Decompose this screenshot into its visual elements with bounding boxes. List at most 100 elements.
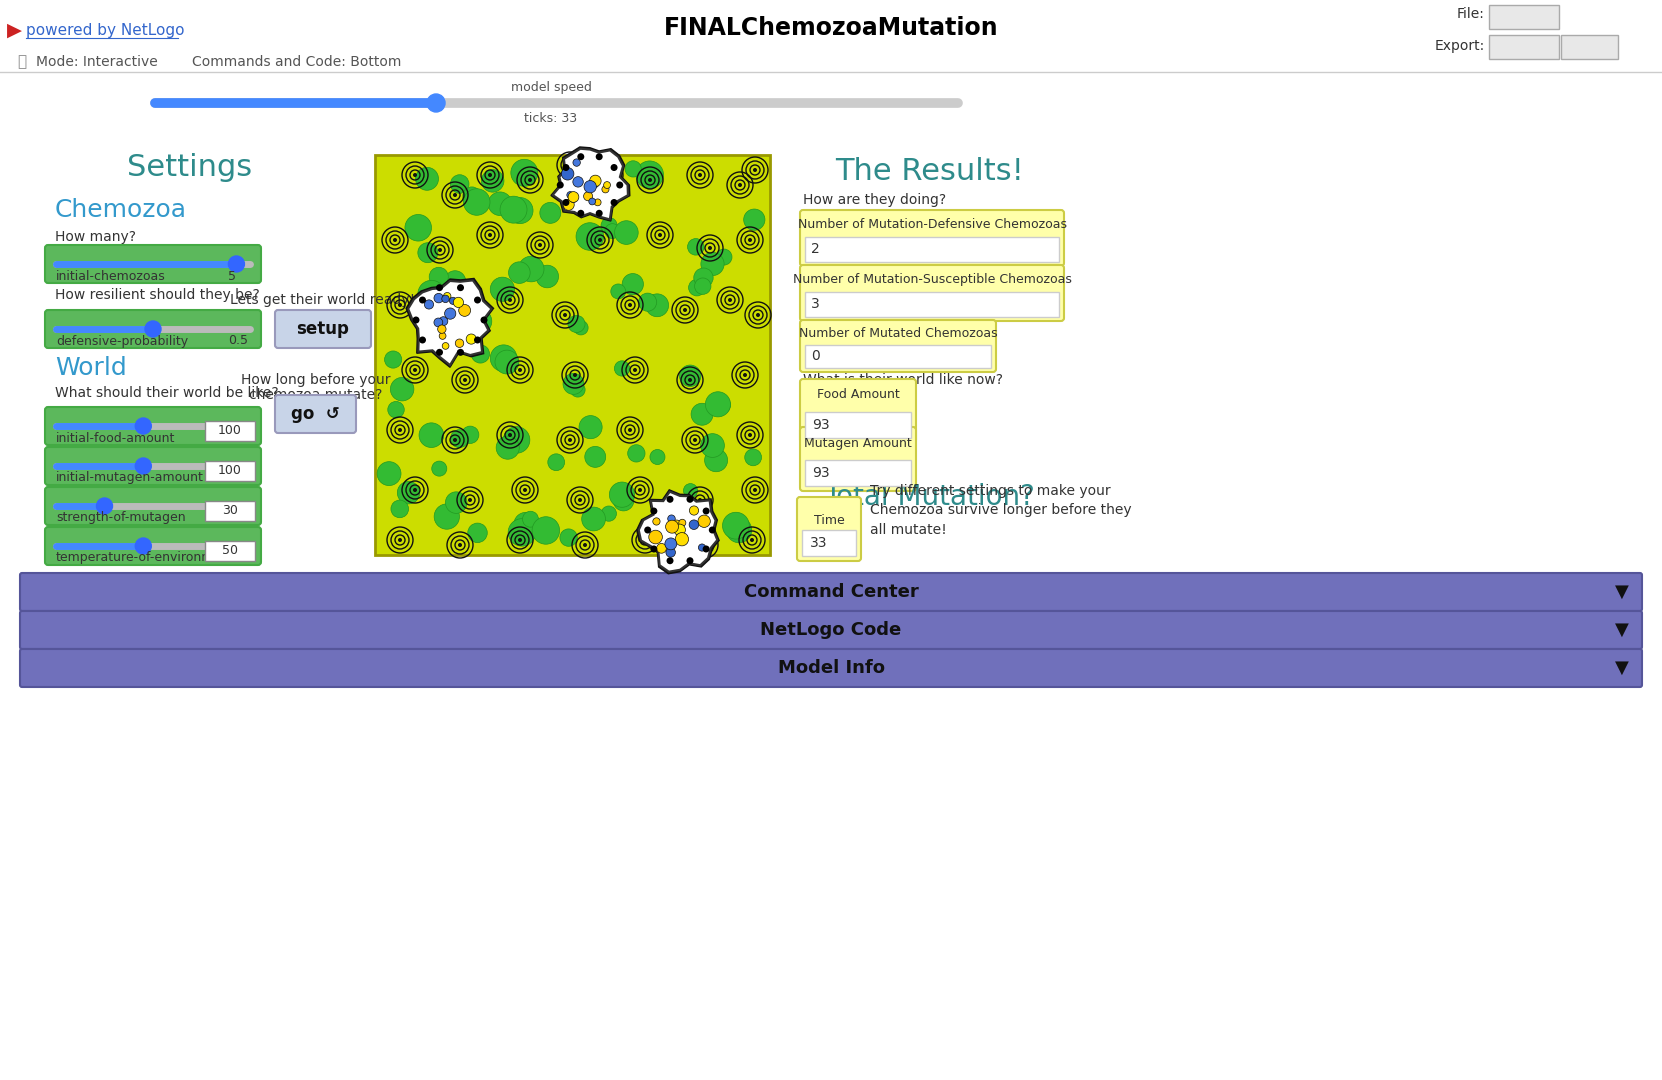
Circle shape xyxy=(743,210,765,230)
Circle shape xyxy=(445,491,467,513)
Circle shape xyxy=(444,308,455,320)
Circle shape xyxy=(691,403,713,426)
FancyBboxPatch shape xyxy=(799,379,916,443)
Circle shape xyxy=(578,498,582,502)
Circle shape xyxy=(688,239,705,255)
Circle shape xyxy=(529,178,532,183)
Circle shape xyxy=(638,293,656,311)
Polygon shape xyxy=(638,491,718,571)
Circle shape xyxy=(464,189,490,215)
Circle shape xyxy=(628,428,632,432)
Circle shape xyxy=(412,368,417,372)
Circle shape xyxy=(557,181,563,189)
Circle shape xyxy=(565,177,582,195)
Circle shape xyxy=(711,395,730,415)
Text: 93: 93 xyxy=(813,465,829,480)
Text: How long before your: How long before your xyxy=(241,373,391,387)
Circle shape xyxy=(610,199,618,206)
Text: ▼: ▼ xyxy=(1615,659,1629,677)
Circle shape xyxy=(462,187,480,205)
Circle shape xyxy=(595,210,603,217)
Circle shape xyxy=(666,548,675,557)
Circle shape xyxy=(449,297,457,305)
Circle shape xyxy=(465,334,477,345)
Circle shape xyxy=(540,202,560,224)
Circle shape xyxy=(690,505,698,515)
Text: 2: 2 xyxy=(811,242,819,256)
Circle shape xyxy=(666,557,673,564)
Text: 100: 100 xyxy=(218,463,243,476)
FancyBboxPatch shape xyxy=(20,573,1642,611)
Text: initial-mutagen-amount: initial-mutagen-amount xyxy=(57,472,204,485)
Circle shape xyxy=(435,284,444,292)
FancyBboxPatch shape xyxy=(45,310,261,348)
Circle shape xyxy=(647,294,668,316)
Circle shape xyxy=(698,498,701,502)
Circle shape xyxy=(464,378,467,382)
Text: What is their world like now?: What is their world like now? xyxy=(803,373,1002,387)
Circle shape xyxy=(680,365,701,387)
FancyBboxPatch shape xyxy=(804,460,911,486)
Circle shape xyxy=(548,454,565,471)
Circle shape xyxy=(495,350,519,374)
Text: 3: 3 xyxy=(811,297,819,311)
Circle shape xyxy=(474,337,480,343)
Circle shape xyxy=(648,530,663,544)
Circle shape xyxy=(434,504,459,529)
Circle shape xyxy=(524,488,527,492)
Circle shape xyxy=(538,243,542,247)
Circle shape xyxy=(449,308,452,312)
Text: ▶: ▶ xyxy=(7,21,22,40)
Circle shape xyxy=(429,267,449,286)
Circle shape xyxy=(625,161,642,177)
Circle shape xyxy=(698,515,710,527)
Circle shape xyxy=(459,543,462,546)
Circle shape xyxy=(613,490,633,511)
Circle shape xyxy=(384,351,402,368)
Circle shape xyxy=(610,482,635,508)
Circle shape xyxy=(628,303,632,307)
Circle shape xyxy=(615,361,630,376)
Text: Total Mutation?: Total Mutation? xyxy=(824,483,1035,511)
Circle shape xyxy=(568,191,578,202)
FancyBboxPatch shape xyxy=(799,210,1064,266)
Circle shape xyxy=(590,178,598,188)
Circle shape xyxy=(595,199,602,206)
Circle shape xyxy=(454,193,457,197)
Circle shape xyxy=(585,446,605,468)
Circle shape xyxy=(490,345,517,372)
Circle shape xyxy=(563,313,567,318)
Circle shape xyxy=(753,168,756,172)
Circle shape xyxy=(583,180,597,193)
Circle shape xyxy=(377,461,401,486)
Text: defensive-probability: defensive-probability xyxy=(57,335,188,348)
Text: Lets get their world ready!: Lets get their world ready! xyxy=(231,293,416,307)
FancyBboxPatch shape xyxy=(45,447,261,485)
Circle shape xyxy=(656,543,666,553)
Circle shape xyxy=(602,186,608,193)
Circle shape xyxy=(675,532,688,545)
Circle shape xyxy=(686,496,693,503)
FancyBboxPatch shape xyxy=(20,649,1642,687)
Circle shape xyxy=(698,173,701,177)
Circle shape xyxy=(622,273,643,295)
Text: The Results!: The Results! xyxy=(836,158,1024,187)
Circle shape xyxy=(432,461,447,476)
Circle shape xyxy=(392,238,397,242)
Circle shape xyxy=(519,538,522,542)
Circle shape xyxy=(748,433,751,437)
Text: What should their world be like?: What should their world be like? xyxy=(55,386,279,400)
Text: Command Center: Command Center xyxy=(743,583,919,600)
Circle shape xyxy=(583,543,587,546)
Circle shape xyxy=(701,434,725,458)
Circle shape xyxy=(439,248,442,252)
Circle shape xyxy=(387,402,404,418)
Circle shape xyxy=(665,521,678,534)
Circle shape xyxy=(602,217,617,233)
Text: 0.5: 0.5 xyxy=(228,335,248,348)
FancyBboxPatch shape xyxy=(1561,35,1619,59)
Circle shape xyxy=(653,517,660,525)
Circle shape xyxy=(437,325,445,334)
Circle shape xyxy=(728,298,731,302)
Circle shape xyxy=(570,382,585,397)
